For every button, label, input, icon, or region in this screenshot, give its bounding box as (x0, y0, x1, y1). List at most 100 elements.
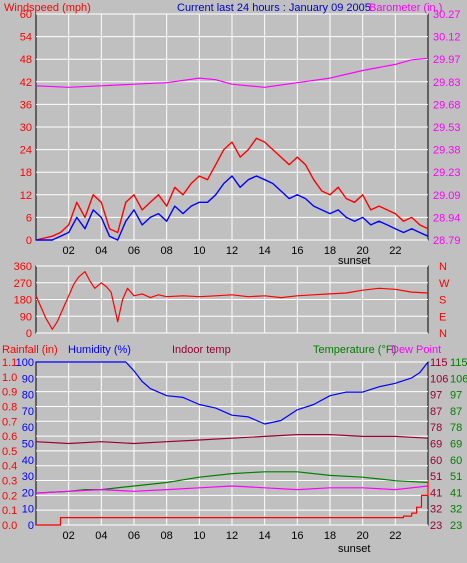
windspeed-label: Windspeed (mph) (4, 2, 91, 14)
x-tick-label: 04 (95, 530, 107, 542)
x-tick-label: 16 (291, 530, 303, 542)
y-tick-right: 29.23 (433, 167, 461, 179)
series-dew-point (35, 485, 429, 494)
y-tick-rain: 0.8 (2, 401, 17, 413)
y-tick-left: 36 (20, 99, 32, 111)
series-barometer (35, 57, 429, 88)
y-tick-temp: 23 (450, 520, 462, 532)
y-tick-right: 28.94 (433, 212, 461, 224)
y-tick-rain: 0.5 (2, 446, 17, 458)
y-tick-right: S (439, 295, 446, 307)
y-tick-rain: 0.2 (2, 490, 17, 502)
x-tick-label: 16 (291, 245, 303, 257)
y-tick-humidity: 0 (28, 520, 34, 532)
temperature-label: Temperature (°F) (313, 344, 396, 356)
rainfall-label: Rainfall (in) (2, 344, 58, 356)
y-tick-left: 0 (26, 235, 32, 247)
series-temperature (35, 471, 429, 494)
y-tick-right: 30.12 (433, 32, 461, 44)
y-tick-rain: 1.1 (2, 357, 17, 369)
y-tick-humidity: 40 (22, 455, 34, 467)
series-humidity (36, 361, 429, 425)
y-tick-indoor: 106 (430, 373, 448, 385)
y-tick-indoor: 87 (430, 406, 442, 418)
x-tick-label: 10 (193, 245, 205, 257)
y-tick-left: 0 (26, 328, 32, 340)
x-tick-label: 06 (128, 530, 140, 542)
y-tick-temp: 87 (450, 406, 462, 418)
y-tick-right: E (439, 311, 446, 323)
y-tick-humidity: 50 (22, 439, 34, 451)
y-tick-temp: 97 (450, 390, 462, 402)
series-windspeed-gust (35, 137, 429, 241)
x-tick-label: 02 (63, 245, 75, 257)
sunset-label-bottom: sunset (338, 543, 370, 555)
y-tick-left: 360 (14, 261, 32, 273)
y-tick-humidity: 60 (22, 422, 34, 434)
y-tick-temp: 69 (450, 439, 462, 451)
y-tick-temp: 60 (450, 455, 462, 467)
y-tick-rain: 0.1 (2, 505, 17, 517)
y-tick-left: 6 (26, 212, 32, 224)
x-tick-label: 04 (95, 245, 107, 257)
y-tick-rain: 0.9 (2, 387, 17, 399)
dew-point-label: Dew Point (391, 344, 441, 356)
barometer-label: Barometer (in.) (369, 2, 442, 14)
x-tick-label: 20 (357, 530, 369, 542)
series-indoor-temp (35, 434, 429, 445)
y-tick-rain: 0.6 (2, 431, 17, 443)
y-tick-right: 30.27 (433, 9, 461, 21)
y-tick-right: N (439, 261, 447, 273)
y-tick-left: 180 (14, 295, 32, 307)
y-tick-left: 12 (20, 190, 32, 202)
y-tick-left: 42 (20, 77, 32, 89)
y-tick-rain: 0.4 (2, 461, 17, 473)
y-tick-temp: 115 (450, 357, 467, 369)
x-tick-label: 14 (259, 530, 271, 542)
y-tick-temp: 32 (450, 504, 462, 516)
x-tick-label: 20 (357, 245, 369, 257)
x-tick-label: 12 (226, 530, 238, 542)
x-tick-label: 18 (324, 245, 336, 257)
indoor-temp-label: Indoor temp (172, 344, 231, 356)
y-tick-indoor: 78 (430, 422, 442, 434)
y-tick-left: 48 (20, 54, 32, 66)
y-tick-indoor: 51 (430, 471, 442, 483)
x-tick-label: 02 (63, 530, 75, 542)
sunset-label: sunset (338, 255, 370, 267)
y-tick-rain: 0.3 (2, 476, 17, 488)
x-tick-label: 08 (161, 530, 173, 542)
y-tick-indoor: 97 (430, 390, 442, 402)
y-tick-humidity: 20 (22, 487, 34, 499)
y-tick-right: N (439, 328, 447, 340)
y-tick-right: 29.68 (433, 99, 461, 111)
y-tick-temp: 41 (450, 487, 462, 499)
x-tick-label: 22 (389, 245, 401, 257)
y-tick-humidity: 70 (22, 406, 34, 418)
y-tick-indoor: 23 (430, 520, 442, 532)
y-tick-left: 90 (20, 311, 32, 323)
x-tick-label: 18 (324, 530, 336, 542)
y-tick-humidity: 90 (22, 373, 34, 385)
y-tick-indoor: 69 (430, 439, 442, 451)
y-tick-rain: 0.0 (2, 520, 17, 532)
y-tick-right: 29.53 (433, 122, 461, 134)
y-tick-left: 60 (20, 9, 32, 21)
y-tick-humidity: 100 (16, 357, 34, 369)
y-tick-right: 29.09 (433, 190, 461, 202)
y-tick-indoor: 41 (430, 487, 442, 499)
y-tick-left: 18 (20, 167, 32, 179)
y-tick-left: 30 (20, 122, 32, 134)
y-tick-right: 28.79 (433, 235, 461, 247)
y-tick-right: 29.97 (433, 54, 461, 66)
series-windspeed-average (36, 175, 429, 241)
y-tick-temp: 106 (450, 373, 467, 385)
y-tick-rain: 1.0 (2, 372, 17, 384)
y-tick-indoor: 32 (430, 504, 442, 516)
series-wind-direction (35, 271, 429, 330)
y-tick-humidity: 80 (22, 390, 34, 402)
x-tick-label: 14 (259, 245, 271, 257)
y-tick-temp: 78 (450, 422, 462, 434)
